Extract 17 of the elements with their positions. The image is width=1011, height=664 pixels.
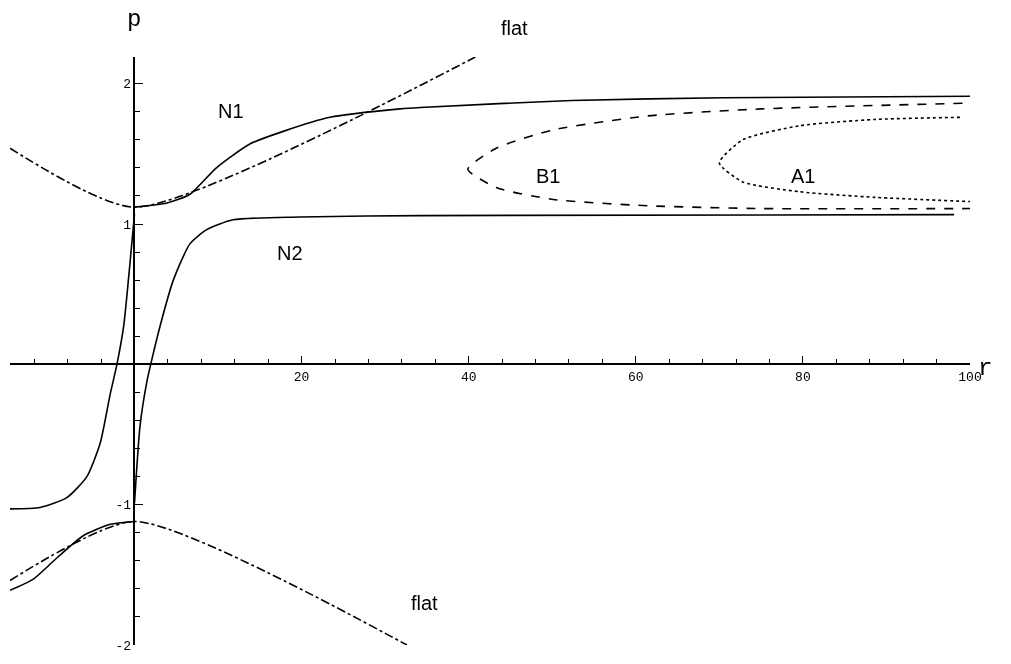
annotation: N1: [218, 100, 244, 122]
line-series: [467, 102, 970, 210]
line-series: [718, 116, 970, 203]
x-tick-label: 60: [628, 369, 644, 385]
y-tick-label: -2: [115, 638, 132, 654]
y-tick-label: 2: [123, 77, 132, 93]
y-tick-label: -1: [115, 498, 132, 514]
y-axis-title: p: [127, 6, 142, 33]
x-tick-label: 40: [460, 369, 477, 385]
text: flat: [501, 17, 529, 39]
x-tick-label: 20: [293, 369, 310, 385]
annotation: B1: [536, 165, 561, 187]
y-tick-label: 1: [123, 217, 132, 233]
annotation: N2: [277, 242, 303, 264]
annotation: flat: [411, 592, 439, 614]
x-tick-label: 80: [795, 369, 811, 385]
annotation: A1: [791, 165, 816, 187]
